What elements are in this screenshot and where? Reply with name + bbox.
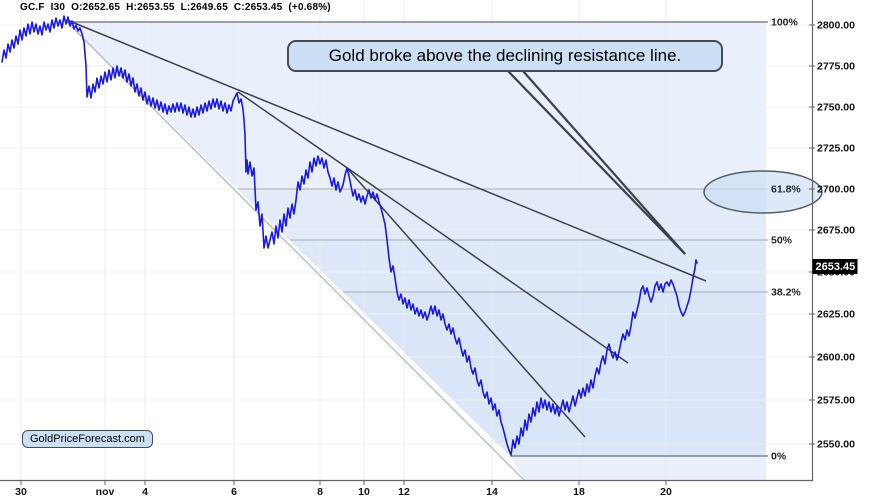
fib-band-below-zero [510,456,766,480]
date-axis-label: 12 [398,486,410,498]
price-axis-label: 2550.00 [817,439,855,451]
price-axis-label: 2575.00 [817,395,855,407]
callout-arrow-line [507,70,686,255]
price-axis-label: 2725.00 [817,143,855,155]
resistance-line-2 [237,91,629,364]
date-axis-label: nov [96,486,115,498]
callout-arrow-line [522,70,686,255]
price-axis-label: 2675.00 [817,225,855,237]
resistance-line-1 [66,19,707,282]
fib-label-61.8%: 61.8% [771,184,801,196]
price-axis-label: 2800.00 [817,20,855,32]
date-axis-label: 30 [15,486,27,498]
fib-label-38.2%: 38.2% [771,287,801,299]
date-axis-label: 6 [231,486,237,498]
date-axis-label: 8 [317,486,323,498]
watermark-text: GoldPriceForecast.com [30,433,145,445]
annotation-callout-text: Gold broke above the declining resistanc… [328,46,682,65]
date-axis-label: 18 [573,486,585,498]
price-axis-label: 2775.00 [817,61,855,73]
annotation-callout-box: Gold broke above the declining resistanc… [287,40,723,72]
last-price-badge [812,259,858,274]
price-axis-label: 2625.00 [817,309,855,321]
date-axis-label: 4 [142,486,148,498]
fib-label-0%: 0% [771,451,787,463]
price-axis-label: 2600.00 [817,352,855,364]
resistance-line-3 [346,167,586,438]
price-axis-label: 2750.00 [817,102,855,114]
date-axis-label: 20 [660,486,672,498]
date-axis-label: 10 [358,486,370,498]
price-axis-label: 2700.00 [817,184,855,196]
fib-label-50%: 50% [771,235,793,247]
date-axis-label: 14 [486,486,498,498]
ohlc-header: GC.F I30 O:2652.65 H:2653.55 L:2649.65 C… [20,2,331,13]
last-price-badge-text: 2653.45 [816,261,856,273]
highlight-ellipse [703,170,823,214]
fib-band [67,240,766,292]
fib-label-100%: 100% [771,17,799,29]
price-line [1,15,698,456]
watermark-badge: GoldPriceForecast.com [22,430,153,448]
